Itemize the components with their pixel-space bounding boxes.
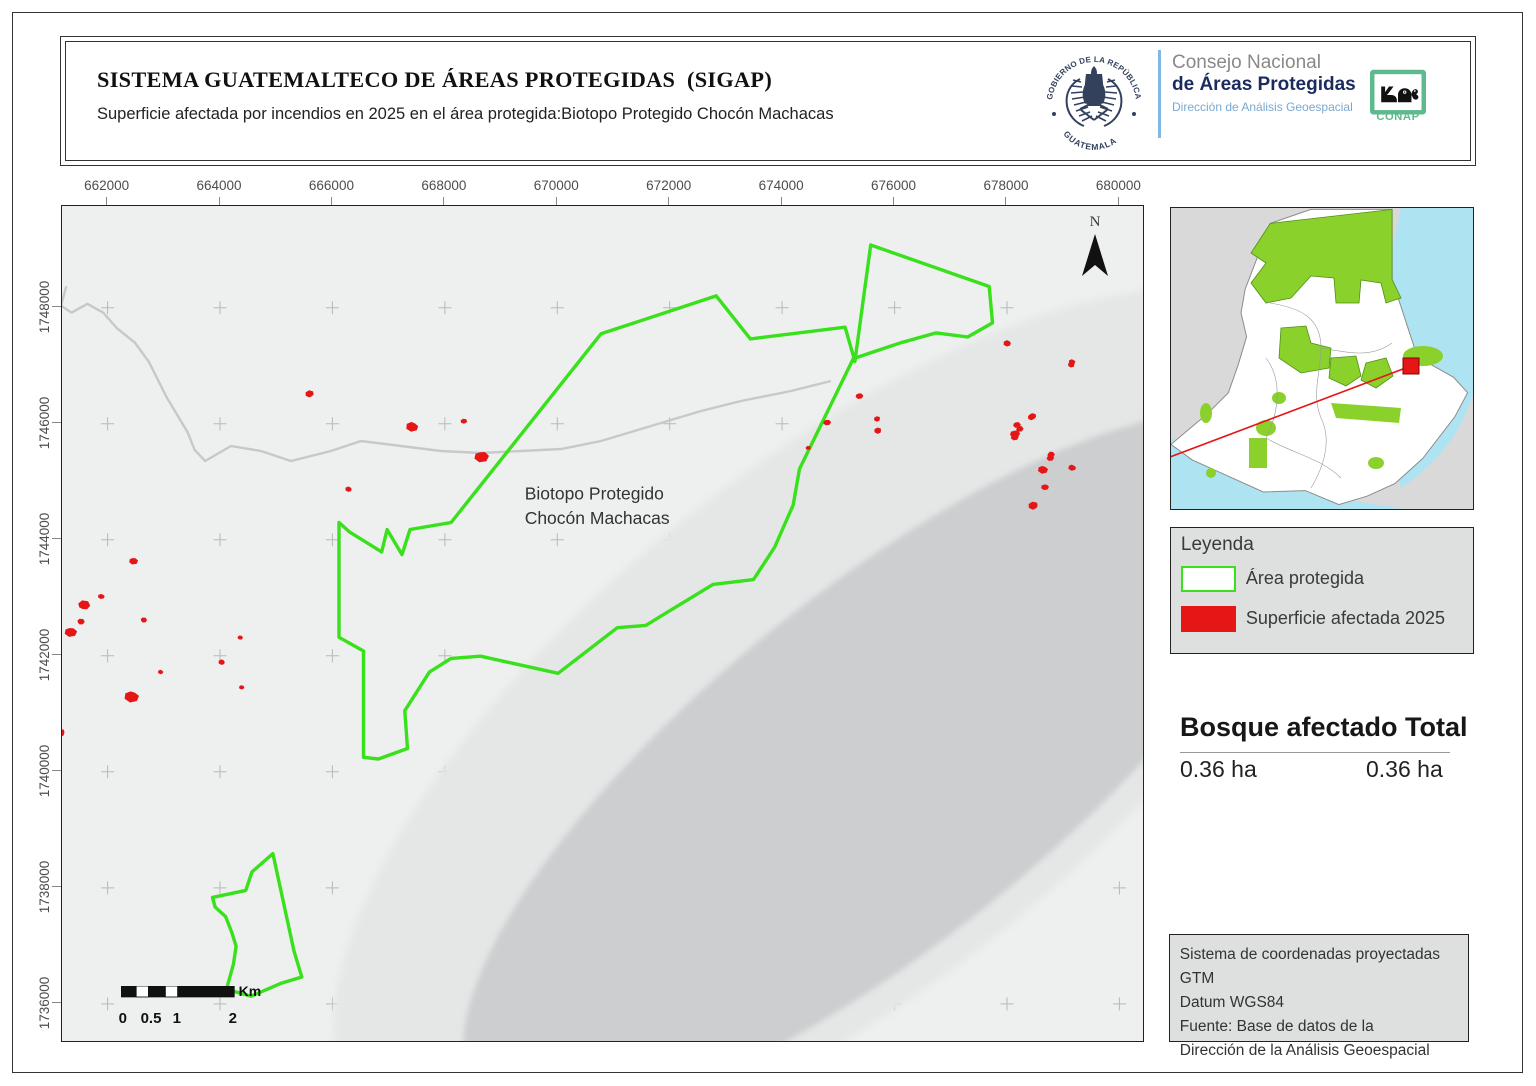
- svg-text:GUATEMALA: GUATEMALA: [1062, 129, 1119, 152]
- svg-text:Biotopo Protegido: Biotopo Protegido: [525, 484, 664, 504]
- svg-text:Chocón Machacas: Chocón Machacas: [525, 508, 670, 528]
- svg-text:CONAP: CONAP: [1376, 111, 1419, 123]
